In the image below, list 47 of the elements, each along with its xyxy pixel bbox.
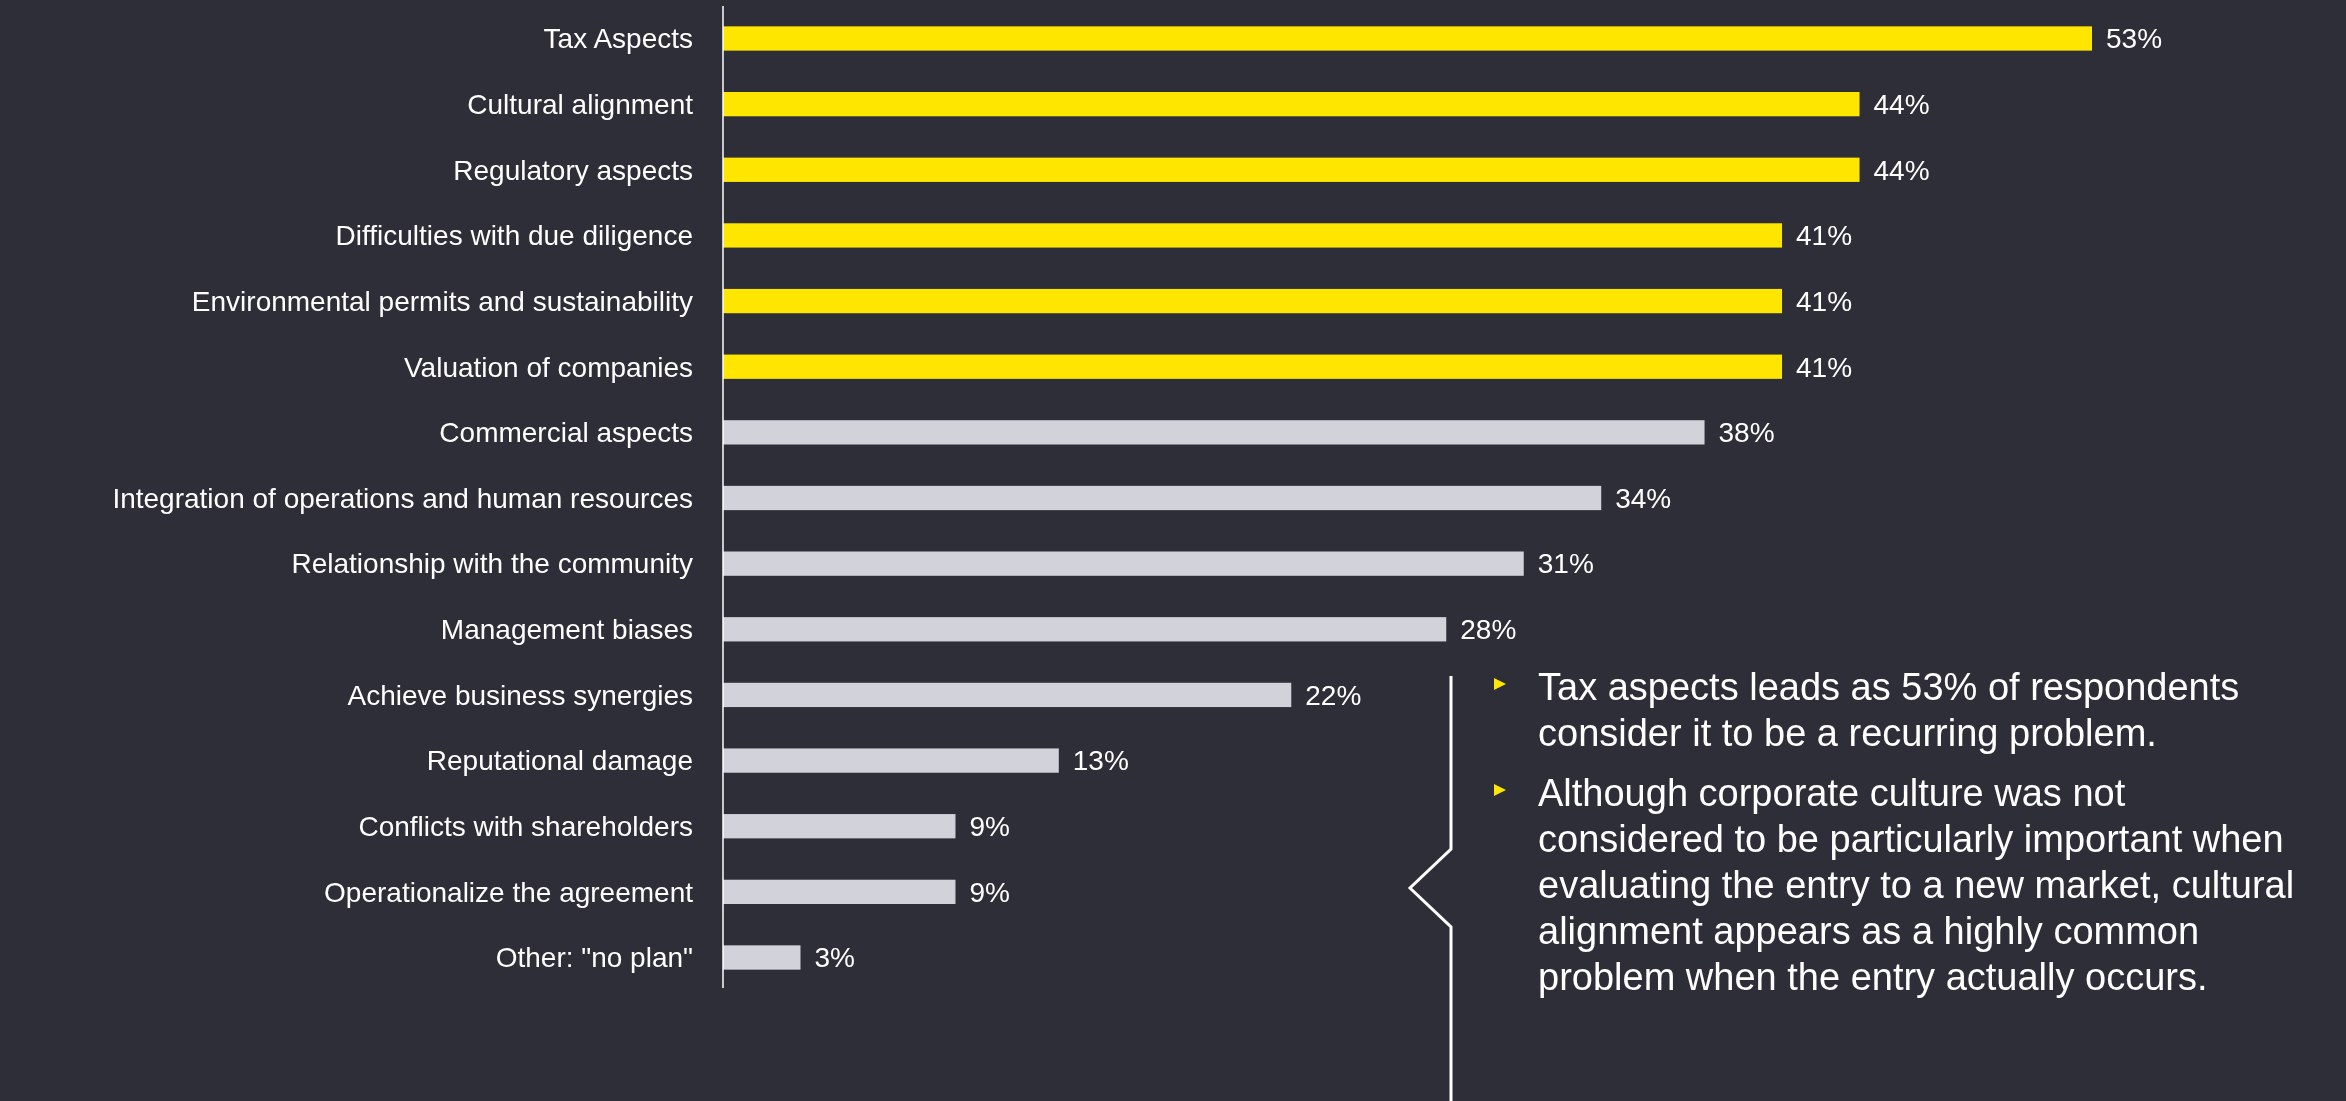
data-label: 3%	[814, 942, 855, 974]
y-tick-label: Commercial aspects	[439, 417, 693, 449]
bar	[723, 26, 2092, 51]
bar	[723, 157, 1860, 182]
y-tick-label: Cultural alignment	[467, 88, 694, 120]
data-label: 31%	[1537, 548, 1594, 580]
bar	[723, 288, 1783, 314]
bar	[723, 879, 956, 905]
bar	[723, 617, 1447, 642]
data-label: 41%	[1796, 285, 1853, 317]
bar	[723, 748, 1059, 773]
data-label: 9%	[969, 811, 1010, 843]
y-tick-label: Management biases	[440, 614, 693, 646]
y-tick-label: Reputational damage	[426, 745, 693, 777]
bar	[723, 91, 1860, 117]
y-tick-label: Valuation of companies	[404, 351, 693, 383]
data-label: 44%	[1873, 154, 1930, 186]
data-label: 53%	[2106, 23, 2163, 55]
y-tick-label: Tax Aspects	[543, 23, 693, 55]
bar	[723, 420, 1705, 445]
y-tick-label: Operationalize the agreement	[324, 876, 694, 908]
annotation: Although corporate culture was not considered to be particularly important when evaluating the entry to a new market, cultural alignment appears as a highly common problem when the entry actually occurs.	[1538, 772, 2295, 998]
bar	[723, 814, 956, 839]
y-tick-label: Conflicts with shareholders	[358, 811, 693, 843]
bar	[723, 223, 1783, 248]
data-label: 28%	[1460, 614, 1517, 646]
data-label: 44%	[1873, 88, 1930, 120]
bar	[723, 682, 1292, 708]
annotation: Tax aspects leads as 53% of respondents consider it to be a recurring problem.	[1538, 666, 2240, 754]
data-label: 41%	[1796, 220, 1853, 252]
y-tick-label: Other: "no plan"	[495, 942, 693, 974]
bar	[723, 354, 1783, 379]
bar	[723, 945, 801, 970]
data-label: 9%	[969, 876, 1010, 908]
y-tick-label: Relationship with the community	[291, 548, 693, 580]
data-label: 38%	[1718, 417, 1775, 449]
y-tick-label: Environmental permits and sustainability	[191, 285, 693, 317]
y-tick-label: Achieve business synergies	[347, 679, 693, 711]
data-label: 13%	[1072, 745, 1129, 777]
y-tick-label: Difficulties with due diligence	[335, 220, 693, 252]
data-label: 41%	[1796, 351, 1853, 383]
y-tick-label: Integration of operations and human resources	[112, 482, 693, 514]
data-label: 22%	[1305, 679, 1362, 711]
bar	[723, 551, 1524, 576]
data-label: 34%	[1615, 482, 1672, 514]
bar	[723, 485, 1602, 511]
y-tick-label: Regulatory aspects	[453, 154, 693, 186]
